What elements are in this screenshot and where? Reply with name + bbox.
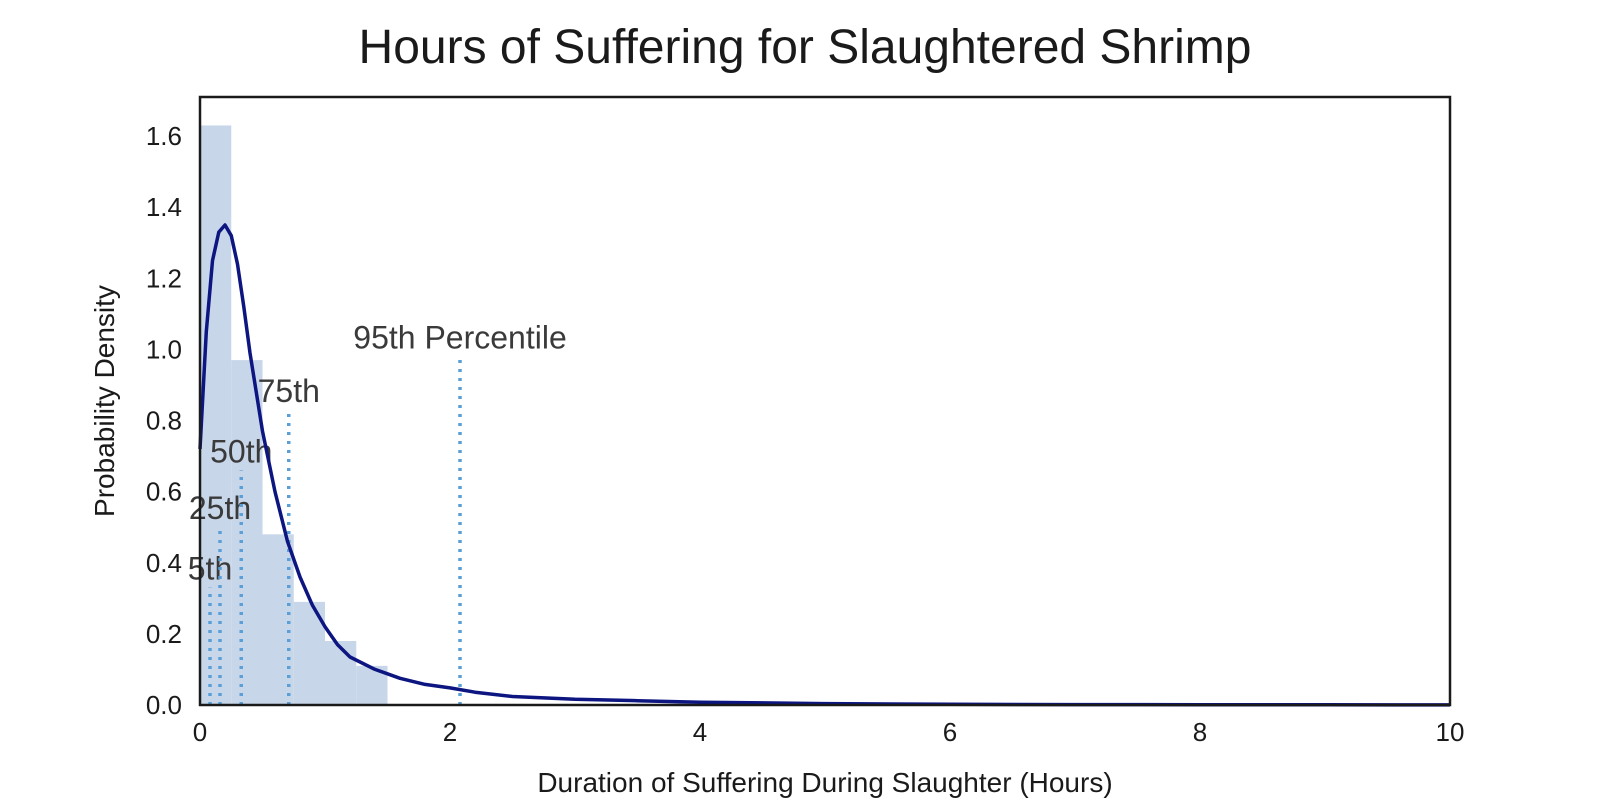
- y-tick-label: 0.0: [146, 690, 182, 720]
- chart-title: Hours of Suffering for Slaughtered Shrim…: [359, 21, 1252, 74]
- histogram-bar: [325, 641, 357, 705]
- y-axis-label: Probability Density: [89, 285, 120, 517]
- density-curve: [198, 223, 1451, 707]
- x-tick-label: 2: [443, 717, 457, 747]
- percentile-label: 75th: [258, 373, 320, 409]
- x-tick-label: 8: [1193, 717, 1207, 747]
- percentile-label: 5th: [188, 551, 232, 587]
- histogram-bar: [231, 360, 263, 705]
- x-tick-label: 0: [193, 717, 207, 747]
- y-tick-label: 1.0: [146, 334, 182, 364]
- x-tick-label: 4: [693, 717, 707, 747]
- percentile-label: 95th Percentile: [353, 320, 566, 356]
- y-tick-label: 0.6: [146, 477, 182, 507]
- x-tick-label: 10: [1436, 717, 1465, 747]
- y-tick-label: 1.2: [146, 263, 182, 293]
- percentile-label: 50th: [210, 433, 272, 469]
- x-axis-label: Duration of Suffering During Slaughter (…: [537, 767, 1112, 798]
- x-axis-ticks: 0 2 4 6 8 10: [193, 717, 1465, 747]
- y-axis-ticks: 0.0 0.2 0.4 0.6 0.8 1.0 1.2 1.4 1.6: [146, 121, 182, 720]
- y-tick-label: 0.2: [146, 619, 182, 649]
- y-tick-label: 0.8: [146, 406, 182, 436]
- y-tick-label: 1.6: [146, 121, 182, 151]
- plot-frame: [198, 95, 1452, 707]
- histogram-bar: [200, 125, 232, 705]
- y-tick-label: 0.4: [146, 548, 182, 578]
- y-tick-label: 1.4: [146, 192, 182, 222]
- x-tick-label: 6: [943, 717, 957, 747]
